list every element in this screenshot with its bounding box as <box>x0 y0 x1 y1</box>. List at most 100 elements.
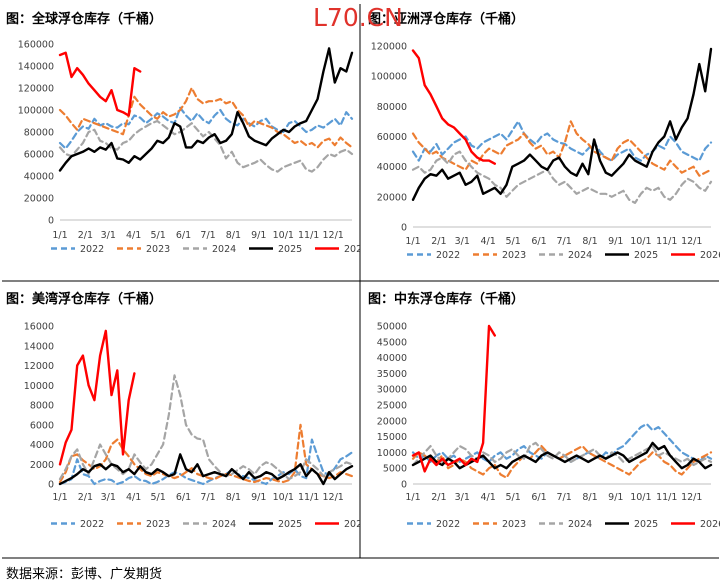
y-tick-label: 60000 <box>24 150 54 161</box>
series-line-2025 <box>58 453 354 486</box>
y-tick-label: 80000 <box>24 128 54 139</box>
x-tick-label: 7/1 <box>556 492 571 503</box>
y-tick-label: 0 <box>401 480 407 491</box>
x-tick-label: 4/1 <box>480 236 495 247</box>
series-line-2024 <box>411 441 713 467</box>
series-line-2022 <box>58 438 354 486</box>
legend-item-2022: 2022 <box>51 244 104 255</box>
y-tick-label: 50000 <box>377 322 407 333</box>
y-tick-label: 14000 <box>24 341 54 352</box>
legend-item-2025: 2025 <box>249 244 302 255</box>
y-tick-label: 40000 <box>24 172 54 183</box>
y-tick-label: 100000 <box>18 106 54 117</box>
x-tick-label: 8/1 <box>582 492 597 503</box>
y-tick-label: 160000 <box>18 40 54 51</box>
x-tick-label: 4/1 <box>126 230 141 241</box>
x-tick-label: 9/1 <box>608 492 623 503</box>
x-tick-label: 7/1 <box>200 230 215 241</box>
y-tick-label: 140000 <box>18 62 54 73</box>
legend-label: 2025 <box>634 519 658 530</box>
legend-label: 2025 <box>634 250 658 261</box>
x-tick-label: 5/1 <box>506 492 521 503</box>
legend-label: 2023 <box>146 244 170 255</box>
series-line-2026 <box>411 49 497 165</box>
y-tick-label: 20000 <box>377 192 407 203</box>
legend-label: 2024 <box>568 250 592 261</box>
legend-label: 2022 <box>436 250 460 261</box>
x-tick-label: 12/1 <box>681 236 702 247</box>
legend-item-2023: 2023 <box>117 519 170 530</box>
x-tick-label: 5/1 <box>506 236 521 247</box>
x-tick-label: 11/1 <box>298 492 319 503</box>
legend-label: 2025 <box>278 244 302 255</box>
legend-item-2025: 2025 <box>605 519 658 530</box>
x-tick-label: 2/1 <box>431 492 446 503</box>
x-tick-label: 10/1 <box>273 492 294 503</box>
x-tick-label: 6/1 <box>176 492 191 503</box>
legend-item-2025: 2025 <box>605 250 658 261</box>
y-tick-label: 0 <box>48 216 54 227</box>
legend-label: 2026 <box>700 250 720 261</box>
x-tick-label: 1/1 <box>52 230 67 241</box>
y-tick-label: 5000 <box>383 464 407 475</box>
x-tick-label: 3/1 <box>455 236 470 247</box>
x-tick-label: 10/1 <box>630 236 651 247</box>
source-note: 数据来源：彭博、广发期货 <box>6 567 163 582</box>
y-tick-label: 45000 <box>377 337 407 348</box>
series-line-2024 <box>58 119 354 173</box>
legend-item-2022: 2022 <box>407 519 460 530</box>
legend-item-2022: 2022 <box>407 250 460 261</box>
panel-title-middle-east: 图：中东浮仓库存（千桶） <box>368 292 525 307</box>
series-line-2022 <box>411 120 713 162</box>
x-tick-label: 9/1 <box>608 236 623 247</box>
y-tick-label: 10000 <box>377 448 407 459</box>
y-tick-label: 8000 <box>30 401 54 412</box>
y-tick-label: 100000 <box>371 72 407 83</box>
legend-item-2026: 2026 <box>315 244 360 255</box>
x-tick-label: 7/1 <box>200 492 215 503</box>
y-tick-label: 12000 <box>24 361 54 372</box>
series-line-2023 <box>58 86 354 149</box>
series-line-2024 <box>411 150 713 204</box>
chart-global: 0 20000 40000 60000 80000 100000 120000 140000 1… <box>18 40 360 256</box>
x-tick-label: 11/1 <box>298 230 319 241</box>
legend-label: 2026 <box>700 519 720 530</box>
x-tick-label: 9/1 <box>251 492 266 503</box>
y-tick-label: 20000 <box>377 416 407 427</box>
x-tick-label: 11/1 <box>656 236 677 247</box>
y-tick-label: 30000 <box>377 385 407 396</box>
x-tick-label: 5/1 <box>150 230 165 241</box>
x-tick-label: 7/1 <box>556 236 571 247</box>
x-tick-label: 4/1 <box>126 492 141 503</box>
series-line-2025 <box>58 47 354 172</box>
legend-label: 2023 <box>146 519 170 530</box>
y-tick-label: 120000 <box>371 42 407 53</box>
x-tick-label: 8/1 <box>582 236 597 247</box>
legend-item-2024: 2024 <box>539 519 592 530</box>
x-tick-label: 11/1 <box>656 492 677 503</box>
x-tick-label: 1/1 <box>52 492 67 503</box>
y-tick-label: 80000 <box>377 102 407 113</box>
x-tick-label: 6/1 <box>531 492 546 503</box>
series-line-2022 <box>58 106 354 150</box>
x-tick-label: 3/1 <box>455 492 470 503</box>
legend-label: 2022 <box>80 519 104 530</box>
x-tick-label: 12/1 <box>322 230 343 241</box>
series-line-2026 <box>411 324 497 473</box>
x-tick-label: 2/1 <box>78 492 93 503</box>
legend-label: 2026 <box>344 244 360 255</box>
legend-label: 2025 <box>278 519 302 530</box>
x-tick-label: 12/1 <box>322 492 343 503</box>
x-tick-label: 6/1 <box>531 236 546 247</box>
legend-label: 2024 <box>212 519 236 530</box>
legend-item-2023: 2023 <box>117 244 170 255</box>
legend-item-2025: 2025 <box>249 519 302 530</box>
legend-label: 2023 <box>502 250 526 261</box>
legend-label: 2026 <box>344 519 360 530</box>
y-tick-label: 0 <box>48 480 54 491</box>
panel-title-us: 图：美湾浮仓库存（千桶） <box>6 292 163 307</box>
legend-label: 2023 <box>502 519 526 530</box>
series-line-2025 <box>411 47 713 202</box>
x-tick-label: 10/1 <box>630 492 651 503</box>
y-tick-label: 0 <box>401 223 407 234</box>
